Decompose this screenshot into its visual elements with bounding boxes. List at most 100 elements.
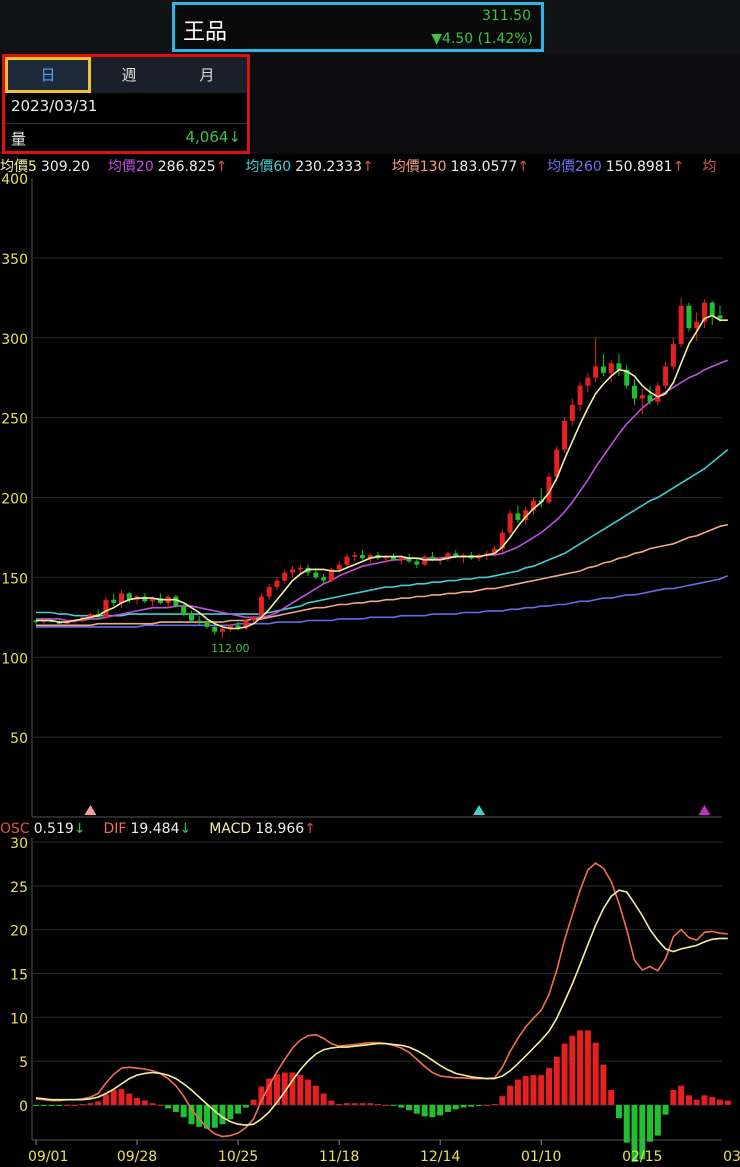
- osc-bar: [382, 1104, 389, 1106]
- candle-body: [422, 556, 428, 565]
- osc-bar: [507, 1085, 514, 1105]
- candle-body: [196, 620, 202, 623]
- macd-legend-arrow: ↓: [73, 821, 86, 837]
- ma-legend: 均價5 309.20 均價20 286.825↑ 均價60 230.2333↑ 均價130 1…: [0, 156, 738, 176]
- event-marker: [84, 805, 97, 815]
- candle-body: [119, 593, 124, 603]
- candle-body: [515, 513, 521, 520]
- osc-bar: [79, 1104, 86, 1106]
- ma-legend-item: 均價260 150.8981↑: [547, 159, 698, 175]
- osc-bar: [569, 1035, 576, 1105]
- candle-body: [111, 599, 117, 603]
- osc-bar: [647, 1104, 654, 1142]
- candle-body: [204, 622, 210, 627]
- candle-body: [709, 302, 715, 316]
- tab-day[interactable]: 日: [5, 57, 91, 93]
- ma5-line: [36, 314, 728, 630]
- candle-body: [243, 620, 249, 629]
- osc-bar: [654, 1104, 661, 1136]
- candle-body: [686, 305, 692, 329]
- candle-body: [344, 556, 350, 565]
- candle-body: [290, 569, 295, 573]
- osc-bar: [141, 1100, 148, 1105]
- period-panel: 日 週 月 2023/03/31 量 4,064↓: [2, 54, 250, 154]
- osc-bar: [499, 1096, 506, 1105]
- x-tick-label: 11/18: [319, 1149, 359, 1165]
- osc-bar: [406, 1104, 413, 1111]
- ma-legend-item: 均: [702, 159, 734, 175]
- osc-bar: [359, 1103, 366, 1105]
- candle-body: [150, 598, 156, 602]
- osc-bar: [110, 1090, 117, 1105]
- candle-body: [173, 596, 179, 607]
- candle-body: [336, 564, 342, 570]
- ma-legend-arrow: ↑: [362, 159, 374, 175]
- candle-body: [717, 315, 723, 319]
- osc-bar: [48, 1104, 55, 1106]
- candle-body: [585, 377, 591, 386]
- event-marker: [698, 805, 711, 815]
- blurred-area: [252, 54, 740, 154]
- osc-bar: [444, 1104, 451, 1112]
- osc-bar: [351, 1103, 358, 1105]
- macd-legend-item: DIF 19.484↓: [104, 821, 206, 837]
- ma-legend-value: 183.0577: [450, 159, 518, 175]
- main-y-tick-label: 400: [1, 172, 28, 188]
- osc-bar: [235, 1104, 242, 1114]
- main-y-tick-label: 200: [1, 492, 28, 508]
- osc-bar: [429, 1104, 436, 1118]
- main-y-tick-label: 250: [1, 412, 28, 428]
- candle-body: [235, 625, 241, 629]
- macd-y-tick-label: 0: [19, 1099, 28, 1115]
- candle-body: [429, 556, 435, 560]
- tab-month[interactable]: 月: [199, 66, 215, 84]
- candle-body: [414, 561, 420, 565]
- candle-body: [181, 606, 187, 615]
- osc-bar: [701, 1095, 708, 1105]
- osc-bar: [328, 1100, 335, 1105]
- osc-bar: [281, 1072, 288, 1105]
- osc-bar: [188, 1104, 195, 1125]
- macd-legend-value: 19.484: [130, 821, 180, 837]
- stock-name: 王品: [183, 20, 228, 45]
- candle-body: [297, 567, 303, 570]
- macd-y-tick-label: 25: [10, 880, 28, 896]
- candle-body: [655, 385, 661, 402]
- candle-body: [507, 513, 513, 533]
- candle-body: [499, 532, 505, 549]
- osc-bar: [514, 1079, 521, 1105]
- volume-label: 量: [11, 130, 27, 148]
- osc-bar: [709, 1097, 716, 1105]
- main-y-tick-label: 100: [1, 651, 28, 667]
- osc-bar: [693, 1099, 700, 1105]
- candle-body: [694, 321, 700, 329]
- ma260-line: [36, 575, 729, 628]
- osc-bar: [102, 1094, 109, 1105]
- ma-legend-label: 均價60: [245, 159, 292, 175]
- osc-bar: [600, 1064, 607, 1105]
- ma-legend-value: 230.2333: [295, 159, 363, 175]
- volume-row: 量 4,064↓: [5, 123, 247, 152]
- osc-bar: [165, 1104, 172, 1109]
- tab-week[interactable]: 週: [121, 66, 137, 84]
- macd-legend-value: 18.966: [255, 821, 305, 837]
- candle-body: [406, 558, 412, 562]
- x-tick-label: 12/14: [420, 1149, 460, 1165]
- stock-quote-box[interactable]: 王品 311.50 ▼4.50 (1.42%): [172, 2, 544, 52]
- macd-legend-label: MACD: [209, 821, 252, 837]
- candle-body: [282, 572, 288, 581]
- macd-y-tick-label: 15: [10, 967, 28, 983]
- volume-value: 4,064↓: [185, 128, 241, 146]
- osc-bar: [553, 1056, 560, 1105]
- osc-bar: [662, 1104, 669, 1115]
- osc-bar: [273, 1074, 280, 1105]
- macd-legend-item: OSC 0.519↓: [0, 821, 100, 837]
- osc-bar: [196, 1104, 203, 1127]
- osc-bar: [413, 1104, 420, 1114]
- candle-body: [188, 614, 194, 621]
- x-tick-label: 10/25: [218, 1149, 258, 1165]
- event-marker: [473, 805, 486, 815]
- candle-body: [266, 586, 272, 597]
- macd-legend-label: DIF: [103, 821, 127, 837]
